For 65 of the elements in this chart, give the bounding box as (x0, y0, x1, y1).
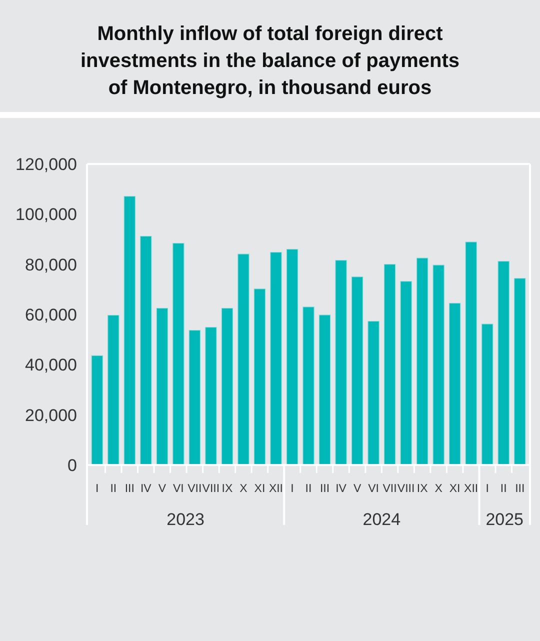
x-tick-label: VI (368, 483, 379, 495)
bar (498, 261, 510, 466)
bar (482, 324, 494, 466)
x-tick-label: I (290, 483, 294, 495)
chart-title: Monthly inflow of total foreign direct investments in the balance of payments of Montenegro, in thousand euros (80, 23, 460, 99)
bar (368, 320, 380, 466)
text: 2025 (486, 510, 524, 529)
bar (91, 355, 103, 466)
x-tick-label: IX (416, 483, 428, 495)
bar (302, 306, 314, 466)
y-tick-label: 40,000 (25, 356, 77, 375)
x-tick-label: XII (268, 483, 284, 495)
x-tick-label: I (96, 483, 99, 495)
bar (270, 252, 282, 466)
bar (156, 308, 168, 466)
bar (351, 276, 364, 466)
y-tick-label: 0 (68, 456, 77, 475)
bar (254, 288, 266, 466)
x-tick-label: IV (140, 483, 152, 495)
x-tick-label: VII (188, 483, 202, 495)
bar (172, 242, 184, 466)
bar (188, 330, 201, 466)
x-tick-label: XII (464, 483, 478, 495)
bar (400, 281, 412, 466)
x-tick-label: II (500, 483, 507, 495)
x-tick-label: V (158, 483, 166, 495)
bar (416, 258, 428, 466)
bar (318, 314, 331, 466)
bar (465, 242, 477, 466)
x-tick-label: IX (222, 483, 233, 495)
bar (514, 278, 526, 466)
x-tick-label: IV (336, 483, 347, 495)
y-tick-label: 120,000 (16, 154, 77, 174)
bar (221, 308, 234, 466)
x-tick-label: X (434, 483, 443, 495)
x-tick-label: VII (382, 483, 397, 495)
y-tick-label: 60,000 (25, 305, 77, 324)
x-tick-label: I (486, 483, 489, 495)
x-tick-label: VIII (397, 483, 415, 495)
x-tick-label: III (124, 483, 134, 495)
bar (432, 264, 444, 466)
bar (124, 196, 136, 466)
text: 2024 (362, 510, 401, 529)
bar (140, 236, 152, 466)
x-tick-label: VIII (202, 483, 220, 495)
y-tick-label: 100,000 (16, 205, 77, 224)
bar (449, 302, 461, 466)
x-tick-label: II (110, 483, 117, 495)
bar (205, 326, 217, 466)
bar (108, 314, 120, 466)
bar (238, 254, 250, 466)
x-tick-label: III (320, 483, 330, 495)
bar (286, 248, 298, 466)
x-tick-label: II (305, 483, 312, 495)
bar (335, 260, 347, 466)
y-tick-label: 20,000 (25, 406, 77, 425)
x-tick-label: X (240, 483, 248, 495)
x-tick-label: XI (254, 483, 266, 495)
text: 2023 (166, 510, 204, 529)
bar (384, 264, 396, 466)
y-tick-label: 80,000 (25, 255, 77, 274)
x-tick-label: III (515, 483, 525, 495)
x-tick-label: VI (172, 483, 184, 495)
x-tick-label: V (353, 483, 362, 495)
x-tick-label: XI (449, 483, 460, 495)
